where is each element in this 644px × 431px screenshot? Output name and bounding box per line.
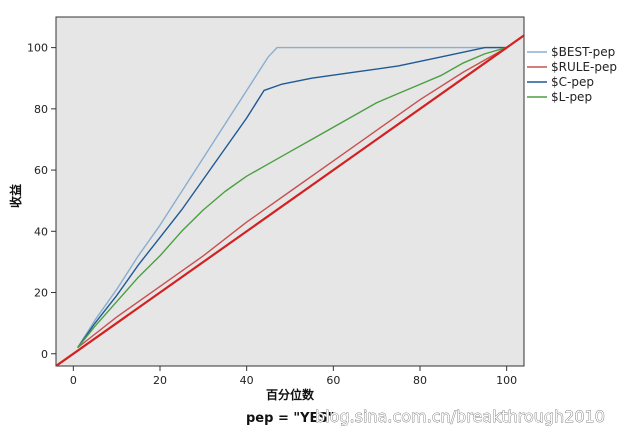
x-tick-label: 80 (413, 374, 427, 387)
y-tick-label: 0 (41, 348, 48, 361)
footer-label: pep = "YES" (246, 411, 335, 426)
x-tick-label: 60 (326, 374, 340, 387)
y-tick-label: 60 (34, 164, 48, 177)
legend-item: $BEST-pep (527, 45, 615, 59)
ticks-layer: 0 20 40 60 80 100 0 20 40 60 80 100 (27, 42, 517, 387)
legend-label: $C-pep (551, 75, 594, 89)
legend-item: $RULE-pep (527, 60, 617, 74)
legend: $BEST-pep$RULE-pep$C-pep$L-pep (527, 45, 617, 104)
legend-label: $BEST-pep (551, 45, 615, 59)
series-line-1 (77, 46, 507, 349)
series-line-4 (77, 46, 507, 349)
series-line-3 (77, 46, 507, 349)
x-tick-label: 20 (153, 374, 167, 387)
y-tick-label: 20 (34, 287, 48, 300)
y-tick-label: 80 (34, 103, 48, 116)
x-tick-label: 100 (496, 374, 517, 387)
x-tick-label: 40 (240, 374, 254, 387)
legend-label: $RULE-pep (551, 60, 617, 74)
reference-line (56, 34, 524, 366)
x-tick-label: 0 (70, 374, 77, 387)
series-line-2 (77, 47, 508, 349)
legend-item: $L-pep (527, 90, 592, 104)
legend-item: $C-pep (527, 75, 594, 89)
series-layer (56, 34, 524, 366)
y-axis-title: 收益 (8, 184, 23, 208)
y-tick-label: 40 (34, 225, 48, 238)
watermark: blog.sina.com.cn/breakthrough2010 (315, 407, 605, 426)
x-axis-title: 百分位数 (266, 387, 315, 402)
y-tick-label: 100 (27, 42, 48, 55)
legend-label: $L-pep (551, 90, 592, 104)
